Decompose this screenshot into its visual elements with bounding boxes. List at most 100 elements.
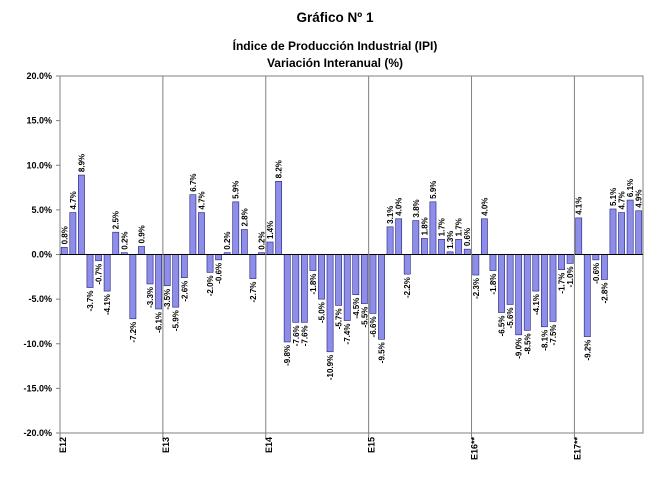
data-label: 0.2% [223, 231, 232, 249]
y-tick-label: -5.0% [28, 294, 52, 304]
x-tick-label: E13 [161, 437, 171, 453]
bar [60, 247, 68, 255]
data-label: 4.7% [197, 191, 206, 209]
bar [326, 254, 334, 353]
bar [292, 254, 300, 323]
data-label: 2.8% [240, 208, 249, 226]
data-label: -6.6% [369, 316, 378, 337]
data-label: -4.5% [352, 298, 361, 319]
data-label: -0.6% [592, 263, 601, 284]
bar [438, 239, 445, 255]
y-tick-label: -20.0% [23, 428, 52, 438]
bar [155, 254, 162, 310]
data-label: -1.8% [489, 274, 498, 295]
data-label: 5.9% [429, 181, 438, 199]
data-label: -2.7% [249, 282, 258, 303]
bar [455, 239, 463, 255]
data-label: 4.7% [69, 191, 78, 209]
bar [558, 254, 565, 270]
data-label: 2.5% [112, 211, 121, 229]
bar [146, 254, 154, 285]
y-tick-label: 5.0% [31, 205, 52, 215]
bar [412, 220, 420, 255]
data-label: -2.0% [206, 275, 215, 296]
data-label: -3.7% [86, 291, 95, 312]
bar [69, 212, 77, 255]
data-label: 1.7% [455, 218, 464, 236]
bar [352, 254, 360, 295]
data-label: -9.0% [515, 338, 524, 359]
bar [386, 226, 394, 255]
bar [249, 254, 257, 279]
bar [626, 199, 634, 255]
y-tick-label: 10.0% [26, 160, 52, 170]
data-label: 3.8% [412, 199, 421, 217]
data-label: 6.1% [626, 179, 635, 197]
x-tick-label: E16** [470, 437, 480, 461]
data-label: -1.8% [309, 274, 318, 295]
data-label: 4.0% [480, 198, 489, 216]
bar [575, 217, 583, 255]
data-label: -1.0% [566, 266, 575, 287]
bar [472, 254, 480, 276]
bar [618, 212, 625, 255]
x-tick-label: E17** [572, 437, 582, 461]
bar [198, 212, 205, 255]
bar [549, 254, 557, 322]
data-label: -7.5% [549, 324, 558, 345]
data-label: -7.2% [129, 322, 138, 343]
data-label: 0.6% [463, 228, 472, 246]
bar [309, 254, 317, 271]
bar [103, 254, 111, 292]
data-label: -0.6% [215, 263, 224, 284]
bar [420, 238, 428, 255]
data-label: -9.8% [283, 345, 292, 366]
data-label: -7.6% [300, 325, 309, 346]
bar [592, 254, 600, 261]
bar [172, 254, 180, 308]
bar [395, 218, 403, 255]
data-label: 1.3% [446, 231, 455, 249]
bar [180, 254, 188, 279]
chart-subtitle: Índice de Producción Industrial (IPI) [232, 39, 438, 53]
bar [515, 254, 523, 336]
data-label: 5.9% [232, 181, 241, 199]
bar [489, 254, 497, 271]
bar [112, 231, 120, 255]
bar [429, 201, 437, 255]
bar [138, 246, 145, 255]
bar [275, 181, 283, 255]
bar [369, 254, 377, 314]
bar [506, 254, 514, 305]
bar [566, 254, 574, 264]
bar [189, 194, 197, 255]
data-label: 0.2% [120, 231, 129, 249]
data-label: -5.9% [172, 310, 181, 331]
data-label: 4.7% [618, 191, 627, 209]
bar [318, 254, 325, 300]
data-label: 4.1% [575, 197, 584, 215]
bar [78, 174, 85, 255]
data-label: -4.1% [532, 294, 541, 315]
data-label: -10.9% [326, 355, 335, 380]
bar [240, 229, 248, 255]
bar [635, 210, 643, 255]
data-label: 1.8% [420, 217, 429, 235]
data-label: -8.5% [523, 333, 532, 354]
data-label: -3.5% [163, 289, 172, 310]
bar [232, 201, 240, 255]
x-tick-label: E12 [58, 437, 68, 453]
bar [601, 254, 608, 280]
y-tick-label: -15.0% [23, 383, 52, 393]
data-label: -9.2% [583, 340, 592, 361]
bar [523, 254, 531, 331]
data-label: -2.2% [403, 277, 412, 298]
y-tick-label: 0.0% [31, 250, 52, 260]
x-tick-label: E15 [367, 437, 377, 453]
data-label: 3.1% [386, 206, 395, 224]
data-label: -6.1% [155, 312, 164, 333]
data-label: 0.8% [60, 226, 69, 244]
bar [609, 208, 617, 255]
bar [583, 254, 591, 337]
chart-title: Gráfico Nº 1 [296, 10, 374, 25]
